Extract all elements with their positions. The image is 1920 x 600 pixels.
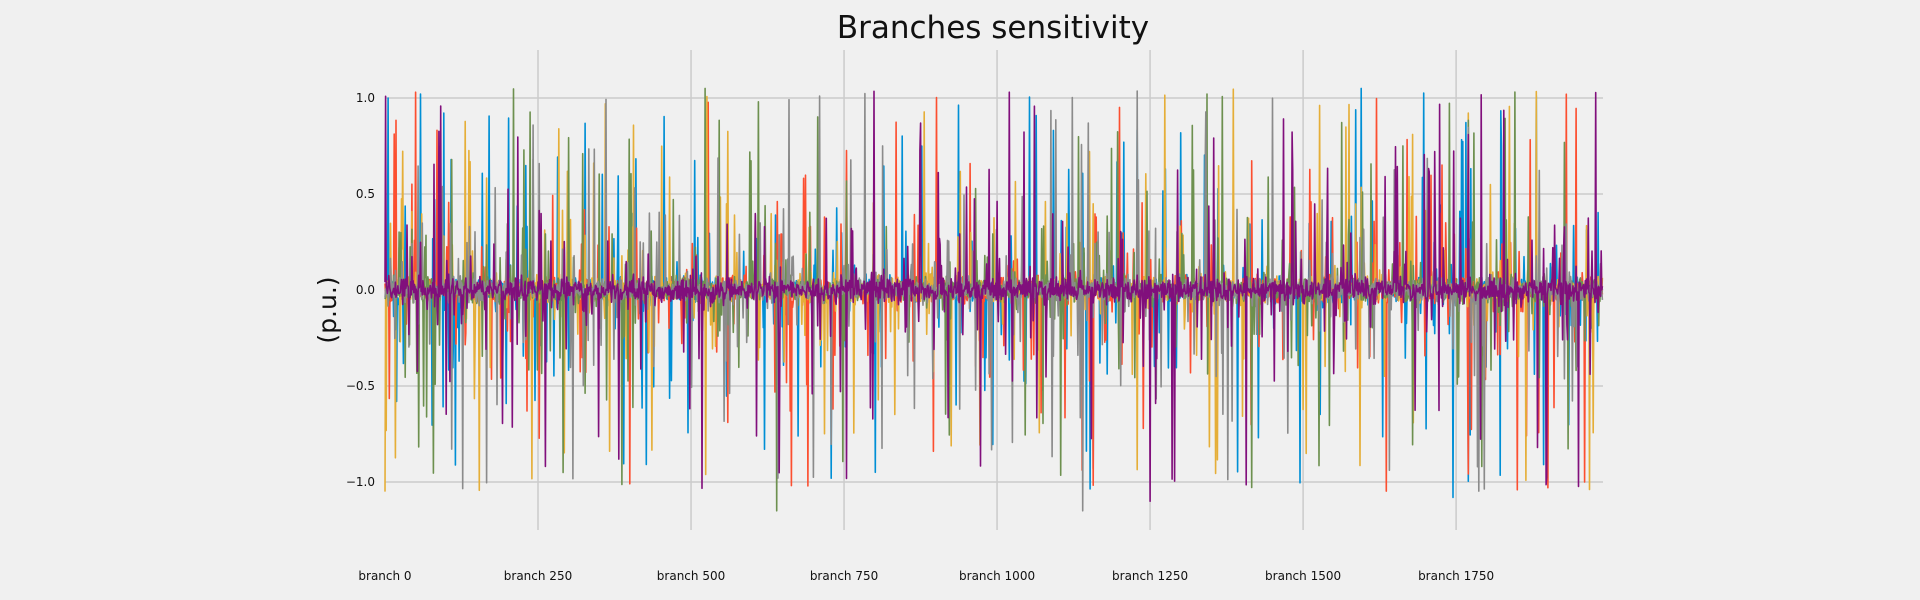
x-tick-label: branch 250 bbox=[504, 569, 572, 583]
y-tick-label: 0.0 bbox=[356, 283, 375, 297]
y-tick-label: −0.5 bbox=[346, 379, 375, 393]
x-tick-label: branch 1250 bbox=[1112, 569, 1188, 583]
x-tick-label: branch 750 bbox=[810, 569, 878, 583]
x-tick-label: branch 1000 bbox=[959, 569, 1035, 583]
y-tick-label: 0.5 bbox=[356, 187, 375, 201]
data-series bbox=[384, 87, 1604, 512]
x-tick-label: branch 1750 bbox=[1418, 569, 1494, 583]
chart-title: Branches sensitivity bbox=[837, 10, 1149, 46]
x-tick-label: branch 500 bbox=[657, 569, 725, 583]
y-tick-label: −1.0 bbox=[346, 475, 375, 489]
series-line-6 bbox=[384, 90, 1604, 502]
y-tick-label: 1.0 bbox=[356, 91, 375, 105]
x-tick-label: branch 1500 bbox=[1265, 569, 1341, 583]
x-tick-label: branch 0 bbox=[358, 569, 411, 583]
tick-labels: −1.0 −0.5 0.0 0.5 1.0 branch 0 branch 250 branc… bbox=[346, 91, 1494, 583]
y-axis-label: (p.u.) bbox=[313, 276, 342, 343]
